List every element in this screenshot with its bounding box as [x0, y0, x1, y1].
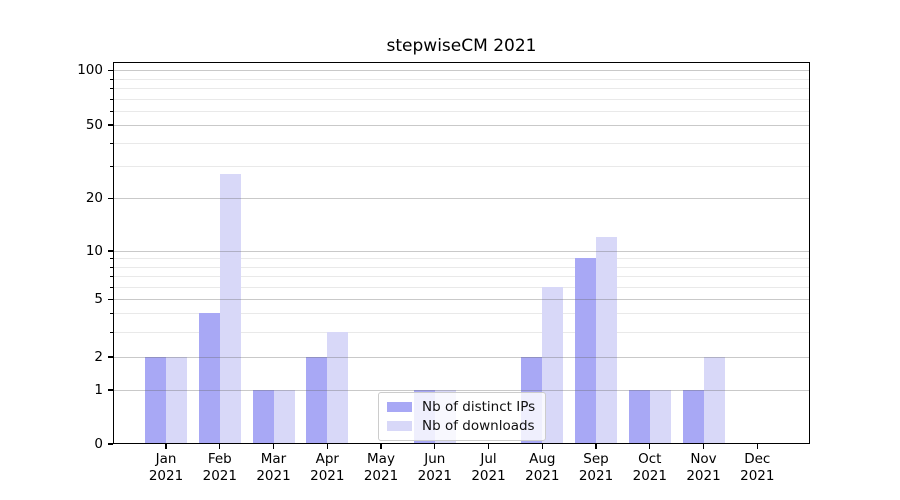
x-tick-mark	[380, 444, 382, 449]
gridline-major	[113, 357, 810, 358]
gridline-major	[113, 299, 810, 301]
x-tick-mark	[756, 444, 758, 449]
x-tick-label: Aug 2021	[525, 451, 560, 484]
y-tick-mark	[108, 250, 113, 252]
y-minor-tick-mark	[110, 98, 113, 100]
x-tick-mark	[649, 444, 651, 449]
x-tick-label: Apr 2021	[310, 451, 345, 484]
gridline-minor	[113, 313, 810, 315]
x-tick-label: Sep 2021	[578, 451, 614, 484]
bar-downloads	[703, 357, 725, 444]
y-tick-label: 100	[77, 62, 103, 79]
x-tick-label: Dec 2021	[740, 451, 775, 484]
gridline-major	[113, 390, 810, 391]
bar-downloads	[649, 390, 671, 444]
x-tick-mark	[487, 444, 490, 449]
y-minor-tick-mark	[110, 275, 113, 277]
y-tick-mark	[108, 356, 113, 358]
y-minor-tick-mark	[110, 331, 113, 333]
x-tick-label: Jun 2021	[417, 451, 452, 484]
gridline-minor	[113, 331, 810, 333]
legend-item: Nb of downloads	[387, 419, 535, 433]
bar-distinct-ips	[198, 313, 220, 444]
gridline-minor	[113, 142, 810, 144]
bar-downloads	[542, 286, 564, 444]
y-tick-mark	[108, 298, 113, 300]
y-minor-tick-mark	[110, 110, 113, 112]
gridline-minor	[113, 275, 810, 277]
x-tick-label: Mar 2021	[256, 451, 291, 484]
x-tick-mark	[595, 444, 597, 449]
x-tick-mark	[219, 444, 221, 449]
x-tick-mark	[326, 444, 328, 449]
gridline-major	[113, 70, 810, 72]
y-minor-tick-mark	[110, 258, 113, 260]
y-minor-tick-mark	[110, 142, 113, 144]
gridline-minor	[113, 266, 810, 268]
y-tick-mark	[108, 197, 113, 199]
x-tick-label: May 2021	[363, 451, 399, 484]
chart-title: stepwiseCM 2021	[386, 36, 537, 56]
gridline-minor	[113, 258, 810, 260]
y-tick-label: 50	[85, 117, 103, 133]
y-minor-tick-mark	[110, 87, 113, 89]
x-tick-mark	[541, 444, 543, 449]
x-tick-label: Feb 2021	[202, 451, 237, 484]
bar-downloads	[327, 331, 349, 444]
legend-label: Nb of downloads	[422, 418, 535, 434]
bar-downloads	[166, 357, 187, 444]
y-minor-tick-mark	[110, 313, 113, 315]
bar-distinct-ips	[628, 390, 650, 444]
y-tick-label: 20	[85, 190, 103, 207]
x-tick-mark	[702, 444, 705, 449]
gridline-minor	[113, 110, 810, 112]
y-tick-label: 1	[94, 382, 103, 398]
gridline-major	[113, 198, 810, 200]
bar-downloads	[596, 237, 617, 444]
legend-swatch	[387, 421, 412, 431]
y-tick-label: 10	[85, 243, 103, 259]
y-tick-mark	[108, 389, 113, 391]
bar-distinct-ips	[145, 357, 166, 444]
gridline-minor	[113, 286, 810, 288]
legend-label: Nb of distinct IPs	[422, 399, 536, 415]
x-tick-label: Jan 2021	[148, 451, 184, 484]
legend: Nb of distinct IPs Nb of downloads	[378, 392, 547, 441]
bar-distinct-ips	[682, 390, 704, 444]
y-minor-tick-mark	[110, 165, 113, 167]
x-tick-mark	[165, 444, 167, 449]
bar-downloads	[219, 174, 241, 444]
gridline-major	[113, 125, 810, 126]
gridline-minor	[113, 165, 810, 167]
bar-distinct-ips	[575, 258, 596, 444]
x-tick-label: Nov 2021	[686, 451, 721, 484]
x-tick-mark	[272, 444, 275, 449]
legend-swatch	[387, 402, 412, 412]
y-tick-mark	[108, 443, 113, 445]
bar-distinct-ips	[306, 357, 328, 444]
y-minor-tick-mark	[110, 266, 113, 268]
x-tick-mark	[434, 444, 436, 449]
x-tick-label: Jul 2021	[471, 451, 506, 484]
y-minor-tick-mark	[110, 78, 113, 80]
bar-distinct-ips	[252, 390, 274, 444]
gridline-minor	[113, 98, 810, 100]
x-tick-label: Oct 2021	[632, 451, 667, 484]
y-tick-label: 5	[94, 291, 103, 308]
gridline-major	[113, 251, 810, 252]
bar-downloads	[273, 390, 295, 444]
y-tick-mark	[108, 69, 113, 71]
plot-area: Nb of distinct IPs Nb of downloads	[113, 62, 810, 444]
y-tick-label: 0	[94, 436, 103, 452]
gridline-minor	[113, 87, 810, 89]
legend-item: Nb of distinct IPs	[387, 400, 535, 414]
gridline-minor	[113, 78, 810, 80]
y-tick-label: 2	[94, 349, 103, 365]
y-minor-tick-mark	[110, 286, 113, 288]
y-tick-mark	[108, 124, 113, 126]
